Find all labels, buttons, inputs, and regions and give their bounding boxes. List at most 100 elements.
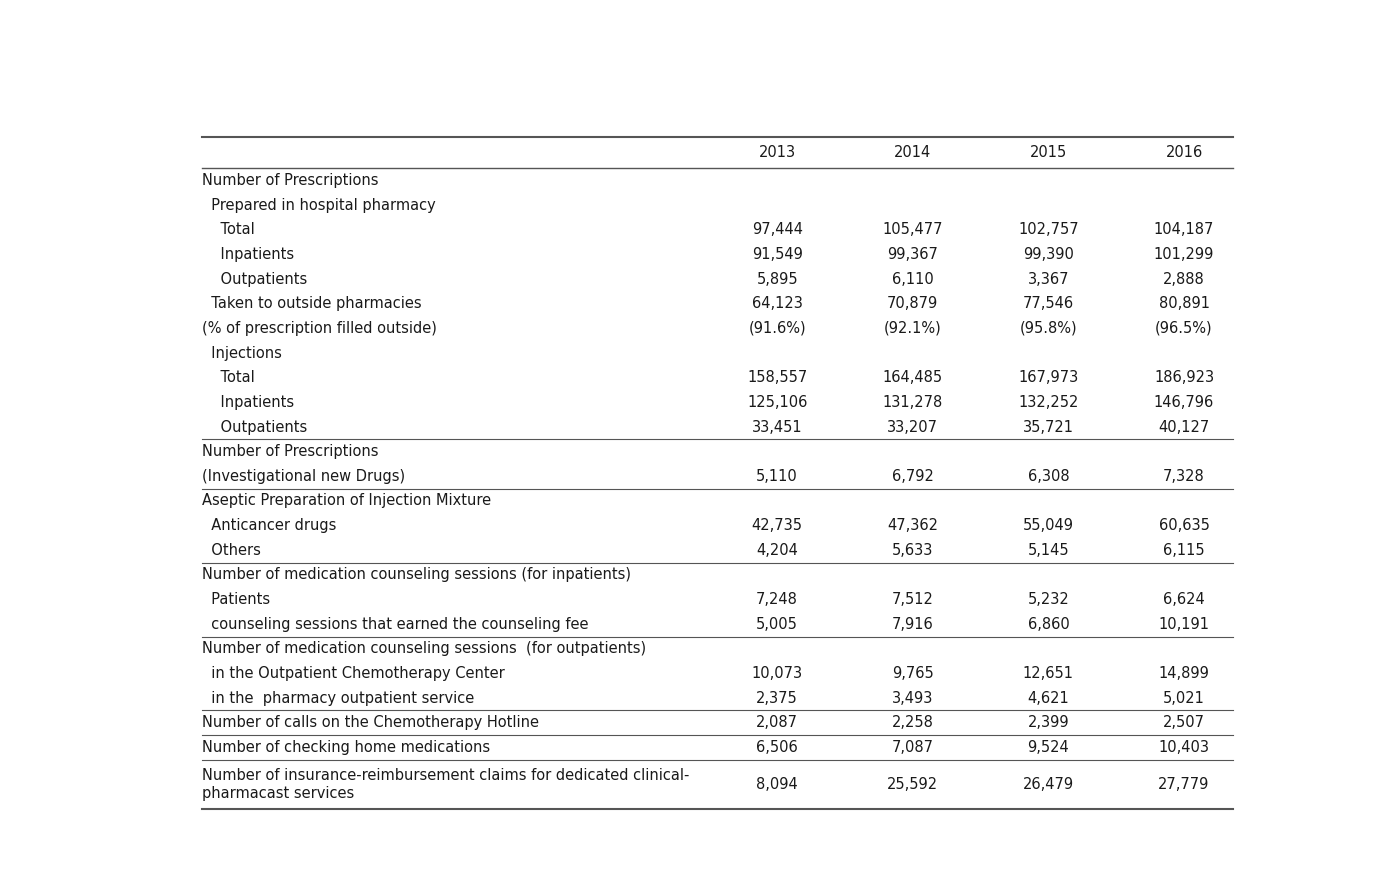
Text: Taken to outside pharmacies: Taken to outside pharmacies	[202, 296, 421, 311]
Text: 40,127: 40,127	[1158, 420, 1210, 435]
Text: 64,123: 64,123	[752, 296, 802, 311]
Text: Inpatients: Inpatients	[202, 247, 294, 262]
Text: 25,592: 25,592	[888, 777, 938, 792]
Text: 8,094: 8,094	[756, 777, 798, 792]
Text: 5,633: 5,633	[892, 543, 934, 557]
Text: 5,895: 5,895	[756, 272, 798, 286]
Text: 99,390: 99,390	[1023, 247, 1074, 262]
Text: 70,879: 70,879	[888, 296, 938, 311]
Text: 2,258: 2,258	[892, 716, 934, 730]
Text: 101,299: 101,299	[1154, 247, 1214, 262]
Text: 2,375: 2,375	[756, 691, 798, 706]
Text: 164,485: 164,485	[883, 370, 942, 385]
Text: 10,073: 10,073	[752, 666, 802, 681]
Text: Number of medication counseling sessions (for inpatients): Number of medication counseling sessions…	[202, 567, 631, 582]
Text: 2,399: 2,399	[1028, 716, 1070, 730]
Text: 6,624: 6,624	[1163, 592, 1205, 607]
Text: (91.6%): (91.6%)	[749, 321, 806, 336]
Text: Outpatients: Outpatients	[202, 420, 308, 435]
Text: 2013: 2013	[759, 146, 795, 160]
Text: 6,860: 6,860	[1028, 617, 1070, 632]
Text: 102,757: 102,757	[1018, 222, 1079, 237]
Text: 2,888: 2,888	[1163, 272, 1205, 286]
Text: Prepared in hospital pharmacy: Prepared in hospital pharmacy	[202, 197, 435, 212]
Text: 6,110: 6,110	[892, 272, 934, 286]
Text: 77,546: 77,546	[1023, 296, 1074, 311]
Text: 132,252: 132,252	[1018, 395, 1078, 410]
Text: 125,106: 125,106	[748, 395, 808, 410]
Text: Total: Total	[202, 222, 255, 237]
Text: in the  pharmacy outpatient service: in the pharmacy outpatient service	[202, 691, 475, 706]
Text: 7,248: 7,248	[756, 592, 798, 607]
Text: 4,621: 4,621	[1028, 691, 1070, 706]
Text: 27,779: 27,779	[1158, 777, 1210, 792]
Text: 5,110: 5,110	[756, 469, 798, 484]
Text: 33,451: 33,451	[752, 420, 802, 435]
Text: 7,087: 7,087	[892, 740, 934, 755]
Text: 10,191: 10,191	[1159, 617, 1210, 632]
Text: (95.8%): (95.8%)	[1019, 321, 1077, 336]
Text: Number of insurance-reimbursement claims for dedicated clinical-
pharmacast serv: Number of insurance-reimbursement claims…	[202, 768, 689, 801]
Text: 2015: 2015	[1030, 146, 1067, 160]
Text: 14,899: 14,899	[1159, 666, 1210, 681]
Text: 12,651: 12,651	[1023, 666, 1074, 681]
Text: 6,115: 6,115	[1163, 543, 1205, 557]
Text: Others: Others	[202, 543, 260, 557]
Text: 2,087: 2,087	[756, 716, 798, 730]
Text: Aseptic Preparation of Injection Mixture: Aseptic Preparation of Injection Mixture	[202, 493, 491, 509]
Text: 3,367: 3,367	[1028, 272, 1070, 286]
Text: (Investigational new Drugs): (Investigational new Drugs)	[202, 469, 405, 484]
Text: 5,145: 5,145	[1028, 543, 1070, 557]
Text: 3,493: 3,493	[892, 691, 934, 706]
Text: Inpatients: Inpatients	[202, 395, 294, 410]
Text: Total: Total	[202, 370, 255, 385]
Text: 6,506: 6,506	[756, 740, 798, 755]
Text: Injections: Injections	[202, 346, 281, 361]
Text: 167,973: 167,973	[1018, 370, 1078, 385]
Text: 35,721: 35,721	[1023, 420, 1074, 435]
Text: 5,232: 5,232	[1028, 592, 1070, 607]
Text: 9,765: 9,765	[892, 666, 934, 681]
Text: in the Outpatient Chemotherapy Center: in the Outpatient Chemotherapy Center	[202, 666, 505, 681]
Text: 5,005: 5,005	[756, 617, 798, 632]
Text: Number of checking home medications: Number of checking home medications	[202, 740, 490, 755]
Text: 47,362: 47,362	[888, 518, 938, 533]
Text: 5,021: 5,021	[1163, 691, 1205, 706]
Text: 10,403: 10,403	[1159, 740, 1210, 755]
Text: 6,308: 6,308	[1028, 469, 1070, 484]
Text: 7,916: 7,916	[892, 617, 934, 632]
Text: counseling sessions that earned the counseling fee: counseling sessions that earned the coun…	[202, 617, 588, 632]
Text: (96.5%): (96.5%)	[1155, 321, 1212, 336]
Text: 42,735: 42,735	[752, 518, 802, 533]
Text: Patients: Patients	[202, 592, 270, 607]
Text: 33,207: 33,207	[888, 420, 938, 435]
Text: 131,278: 131,278	[882, 395, 944, 410]
Text: (92.1%): (92.1%)	[883, 321, 942, 336]
Text: (% of prescription filled outside): (% of prescription filled outside)	[202, 321, 437, 336]
Text: 26,479: 26,479	[1023, 777, 1074, 792]
Text: 97,444: 97,444	[752, 222, 802, 237]
Text: 186,923: 186,923	[1154, 370, 1214, 385]
Text: 2014: 2014	[895, 146, 931, 160]
Text: 104,187: 104,187	[1154, 222, 1214, 237]
Text: 99,367: 99,367	[888, 247, 938, 262]
Text: 2,507: 2,507	[1163, 716, 1205, 730]
Text: Number of medication counseling sessions  (for outpatients): Number of medication counseling sessions…	[202, 641, 647, 656]
Text: Outpatients: Outpatients	[202, 272, 308, 286]
Text: 7,512: 7,512	[892, 592, 934, 607]
Text: 158,557: 158,557	[748, 370, 808, 385]
Text: Number of Prescriptions: Number of Prescriptions	[202, 173, 378, 188]
Text: 80,891: 80,891	[1159, 296, 1210, 311]
Text: 55,049: 55,049	[1023, 518, 1074, 533]
Text: 7,328: 7,328	[1163, 469, 1205, 484]
Text: Number of Prescriptions: Number of Prescriptions	[202, 444, 378, 460]
Text: 4,204: 4,204	[756, 543, 798, 557]
Text: Anticancer drugs: Anticancer drugs	[202, 518, 336, 533]
Text: 146,796: 146,796	[1154, 395, 1214, 410]
Text: 91,549: 91,549	[752, 247, 802, 262]
Text: 60,635: 60,635	[1159, 518, 1210, 533]
Text: 9,524: 9,524	[1028, 740, 1070, 755]
Text: Number of calls on the Chemotherapy Hotline: Number of calls on the Chemotherapy Hotl…	[202, 716, 539, 730]
Text: 6,792: 6,792	[892, 469, 934, 484]
Text: 105,477: 105,477	[882, 222, 944, 237]
